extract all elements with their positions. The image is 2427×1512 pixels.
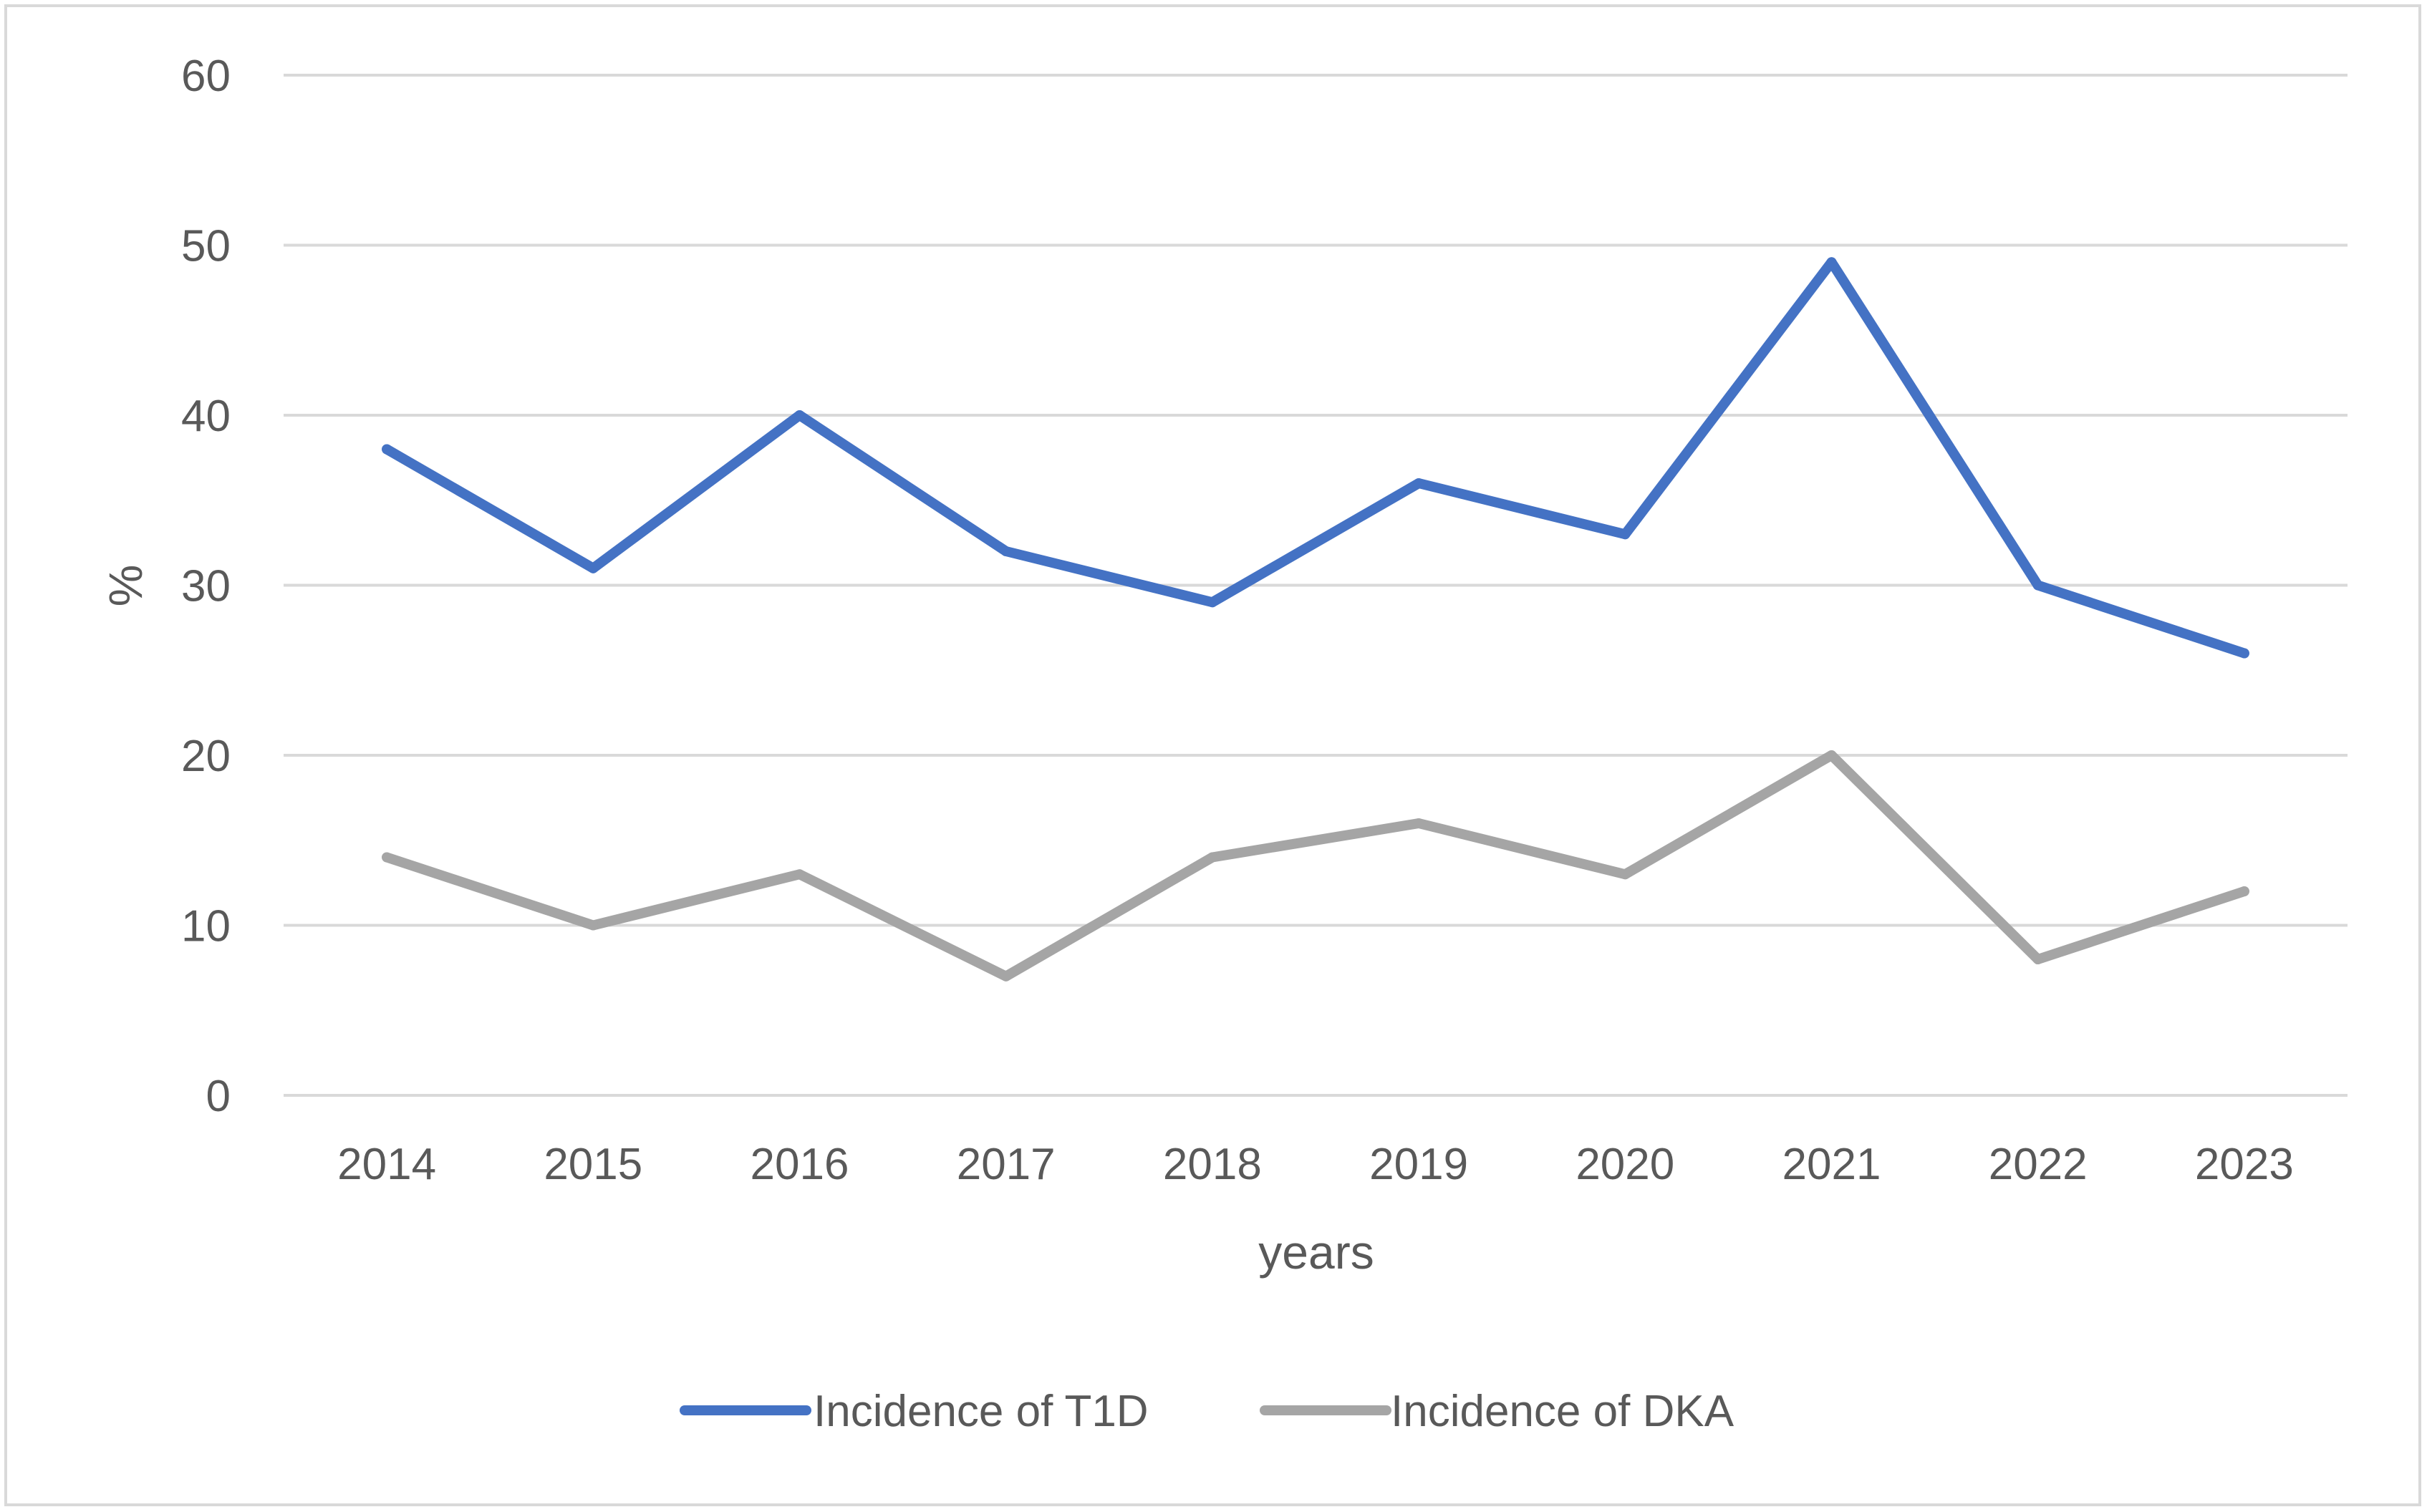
x-tick-label: 2016 [751,1140,849,1189]
legend-label-t1d: Incidence of T1D [814,1387,1149,1436]
data-point [382,852,392,863]
data-point [794,869,805,880]
data-point [2032,580,2043,591]
y-tick-label: 10 [181,902,231,951]
x-tick-label: 2018 [1163,1140,1262,1189]
y-tick-label: 0 [206,1072,231,1121]
data-point [1414,478,1424,488]
x-tick-label: 2020 [1576,1140,1674,1189]
y-tick-label: 30 [181,562,231,611]
x-tick-label: 2017 [957,1140,1056,1189]
data-point [1826,257,1837,268]
data-point [1826,750,1837,760]
x-tick-label: 2021 [1782,1140,1881,1189]
legend: Incidence of T1D Incidence of DKA [680,1387,1734,1436]
y-tick-label: 20 [181,732,231,781]
y-axis-title: % [99,565,152,607]
data-point [2239,886,2249,896]
y-tick-label: 40 [181,392,231,441]
data-point [1620,529,1631,540]
data-point [382,444,392,455]
data-point [794,410,805,420]
y-tick-label: 50 [181,222,231,271]
legend-label-dka: Incidence of DKA [1391,1387,1734,1436]
x-tick-label: 2023 [2195,1140,2294,1189]
data-point [1620,869,1631,880]
data-point [2032,954,2043,964]
data-point [2239,648,2249,659]
series-lines [382,257,2249,982]
x-tick-label: 2019 [1369,1140,1468,1189]
data-point [588,563,599,573]
x-tick-label: 2015 [544,1140,642,1189]
data-point [588,920,599,931]
data-point [1207,597,1217,608]
x-axis-ticks: 2014 2015 2016 2017 2018 2019 2020 2021 2022 2023 [337,1140,2294,1189]
y-tick-label: 60 [181,52,231,101]
data-point [1414,818,1424,828]
series-line-0 [382,257,2249,659]
data-point [1207,852,1217,863]
x-tick-label: 2014 [337,1140,436,1189]
data-point [1000,971,1011,982]
series-line-1 [382,750,2249,982]
y-axis-ticks: 0 10 20 30 40 50 60 [181,52,231,1121]
x-tick-label: 2022 [1989,1140,2088,1189]
data-point [1000,546,1011,556]
x-axis-title: years [1258,1226,1374,1279]
